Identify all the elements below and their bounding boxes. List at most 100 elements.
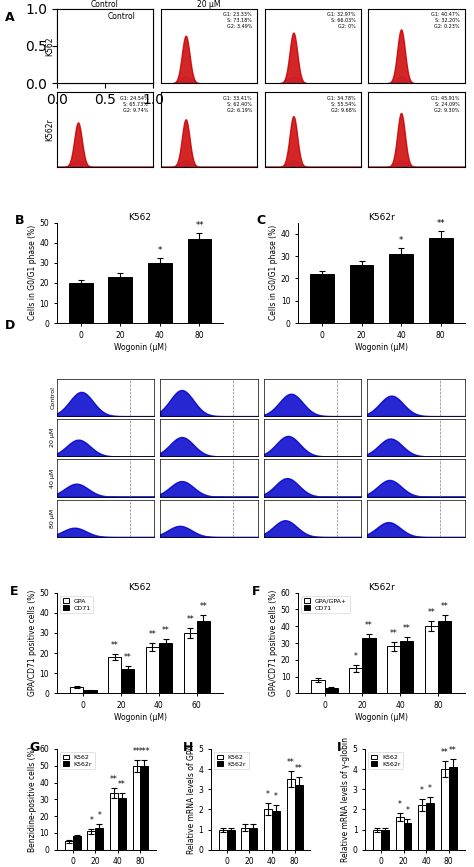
Bar bbox=[69, 283, 92, 323]
Text: *: * bbox=[274, 792, 278, 801]
Text: **: ** bbox=[449, 746, 456, 755]
Text: G1: 33.41%
S: 62.40%
G2: 6.19%: G1: 33.41% S: 62.40% G2: 6.19% bbox=[223, 96, 252, 113]
Bar bbox=[426, 804, 434, 850]
Bar bbox=[110, 792, 118, 850]
Bar bbox=[73, 837, 81, 850]
Text: **: ** bbox=[365, 621, 373, 629]
Text: *: * bbox=[420, 786, 424, 795]
Text: **: ** bbox=[428, 608, 435, 617]
Bar bbox=[449, 767, 456, 850]
Bar bbox=[310, 274, 334, 323]
Bar bbox=[264, 810, 272, 850]
Bar bbox=[350, 265, 374, 323]
Text: G1: 32.97%
S: 66.03%
G2: 0%: G1: 32.97% S: 66.03% G2: 0% bbox=[328, 12, 356, 29]
Legend: GPA, CD71: GPA, CD71 bbox=[60, 596, 93, 613]
Bar bbox=[387, 647, 400, 694]
Text: **: ** bbox=[390, 629, 398, 638]
Y-axis label: Benzidine-positive cells (%): Benzidine-positive cells (%) bbox=[27, 746, 36, 852]
Bar bbox=[109, 277, 132, 323]
Bar bbox=[249, 827, 257, 850]
Text: G1: 23.33%
S: 73.18%
G2: 3.49%: G1: 23.33% S: 73.18% G2: 3.49% bbox=[223, 12, 252, 29]
Text: *: * bbox=[398, 800, 401, 810]
Bar bbox=[363, 638, 376, 694]
Bar bbox=[83, 690, 97, 694]
Text: H: H bbox=[183, 741, 193, 754]
X-axis label: Wogonin (μM): Wogonin (μM) bbox=[114, 342, 166, 352]
Y-axis label: GPA/CD71 positive cells (%): GPA/CD71 positive cells (%) bbox=[27, 590, 36, 696]
Bar bbox=[418, 805, 426, 850]
Bar bbox=[400, 642, 413, 694]
Y-axis label: K562: K562 bbox=[45, 36, 54, 55]
Bar bbox=[389, 254, 413, 323]
Y-axis label: GPA/CD71 positive cells (%): GPA/CD71 positive cells (%) bbox=[269, 590, 278, 696]
Text: G1: 40.47%
S: 32.20%
G2: 0.23%: G1: 40.47% S: 32.20% G2: 0.23% bbox=[431, 12, 460, 29]
Bar bbox=[219, 830, 227, 850]
Text: *: * bbox=[97, 812, 101, 820]
Bar bbox=[272, 812, 280, 850]
Bar bbox=[429, 238, 453, 323]
Text: **: ** bbox=[287, 758, 294, 767]
Text: Control: Control bbox=[108, 12, 136, 21]
Text: B: B bbox=[15, 214, 25, 227]
Y-axis label: 20 μM: 20 μM bbox=[51, 428, 55, 447]
Bar bbox=[403, 824, 411, 850]
Text: G: G bbox=[29, 741, 39, 754]
Bar bbox=[70, 688, 83, 694]
Bar bbox=[287, 779, 295, 850]
Text: *: * bbox=[406, 806, 410, 816]
Y-axis label: Relative mRNA levels of GPA: Relative mRNA levels of GPA bbox=[187, 745, 196, 854]
Text: **: ** bbox=[186, 615, 194, 624]
Text: *: * bbox=[266, 791, 270, 799]
Text: C: C bbox=[256, 214, 265, 227]
Bar bbox=[349, 668, 363, 694]
Bar bbox=[396, 818, 403, 850]
Bar bbox=[311, 680, 325, 694]
Bar bbox=[295, 786, 302, 850]
Text: ***: *** bbox=[138, 746, 150, 756]
Title: K562r: K562r bbox=[368, 583, 395, 592]
Legend: K562, K562r: K562, K562r bbox=[60, 752, 95, 770]
Text: *: * bbox=[428, 785, 432, 793]
Text: G1: 21.54%
S: 71.41%
G2: 7.05%: G1: 21.54% S: 71.41% G2: 7.05% bbox=[119, 12, 148, 29]
Y-axis label: 40 μM: 40 μM bbox=[51, 468, 55, 488]
Bar bbox=[381, 830, 389, 850]
X-axis label: Wogonin (μM): Wogonin (μM) bbox=[355, 342, 408, 352]
Title: K562: K562 bbox=[128, 212, 152, 222]
Y-axis label: Cells in G0/G1 phase (%): Cells in G0/G1 phase (%) bbox=[269, 225, 278, 321]
Text: G1: 34.78%
S: 55.54%
G2: 9.68%: G1: 34.78% S: 55.54% G2: 9.68% bbox=[327, 96, 356, 113]
Bar bbox=[118, 798, 126, 850]
Text: **: ** bbox=[437, 219, 445, 228]
Bar bbox=[159, 643, 172, 694]
Bar bbox=[65, 841, 73, 850]
Text: G1: 24.54%
S: 65.73%
G2: 9.74%: G1: 24.54% S: 65.73% G2: 9.74% bbox=[119, 96, 148, 113]
Text: **: ** bbox=[162, 626, 170, 635]
Bar bbox=[108, 657, 121, 694]
Bar bbox=[373, 830, 381, 850]
Bar bbox=[227, 830, 235, 850]
Bar bbox=[325, 688, 338, 694]
Text: *: * bbox=[354, 652, 358, 661]
Y-axis label: Cells in G0/G1 phase (%): Cells in G0/G1 phase (%) bbox=[27, 225, 36, 321]
Title: K562r: K562r bbox=[368, 212, 395, 222]
Y-axis label: Control: Control bbox=[51, 386, 55, 409]
Legend: GPA/GPA+, CD71: GPA/GPA+, CD71 bbox=[301, 596, 350, 613]
Bar bbox=[188, 238, 211, 323]
Title: 20 μM: 20 μM bbox=[197, 0, 220, 9]
Bar bbox=[121, 669, 135, 694]
Bar bbox=[425, 626, 438, 694]
Text: **: ** bbox=[110, 641, 118, 650]
Text: **: ** bbox=[295, 764, 302, 773]
Text: **: ** bbox=[441, 748, 448, 757]
Legend: K562, K562r: K562, K562r bbox=[368, 752, 403, 770]
Text: **: ** bbox=[441, 603, 448, 611]
Text: **: ** bbox=[133, 746, 140, 756]
Text: **: ** bbox=[124, 653, 132, 662]
X-axis label: Wogonin (μM): Wogonin (μM) bbox=[355, 713, 408, 721]
Text: *: * bbox=[158, 245, 162, 255]
Text: I: I bbox=[337, 741, 342, 754]
Bar bbox=[140, 766, 148, 850]
Text: **: ** bbox=[195, 220, 204, 230]
Text: E: E bbox=[10, 584, 19, 597]
Y-axis label: Relative mRNA levels of γ-globin: Relative mRNA levels of γ-globin bbox=[341, 737, 350, 862]
Bar bbox=[87, 831, 95, 850]
